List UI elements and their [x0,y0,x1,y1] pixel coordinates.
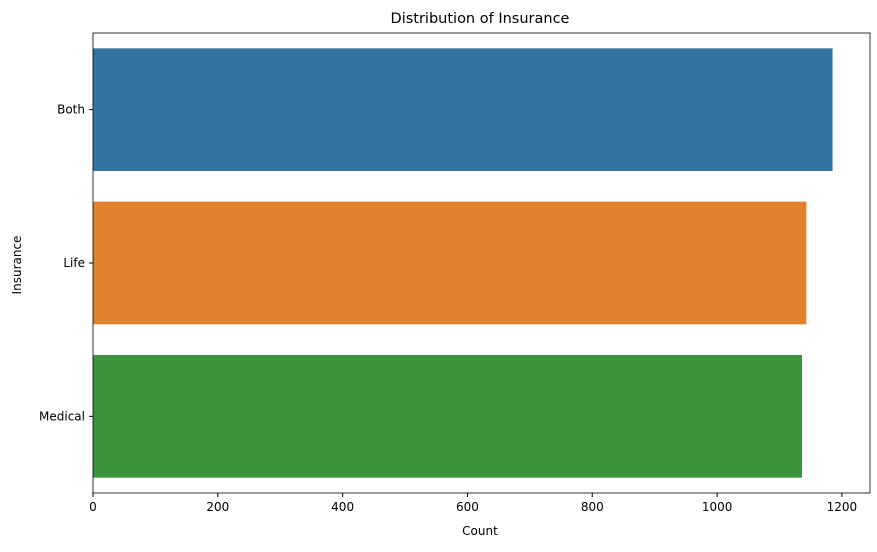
chart-title: Distribution of Insurance [391,11,570,27]
bars-layer [93,48,833,478]
plot-frame [92,32,871,494]
x-tick-label: 400 [331,500,354,514]
x-tick-label: 0 [89,500,97,514]
bar-medical [93,355,802,478]
x-tick-label: 1000 [702,500,733,514]
y-tick-label-both: Both [57,103,85,117]
bar-both [93,48,833,172]
x-tick-label: 1200 [827,500,858,514]
x-tick-label: 800 [581,500,604,514]
x-tick-label: 600 [456,500,479,514]
x-tick-label: 200 [206,500,229,514]
y-tick-label-medical: Medical [39,409,85,423]
bar-life [93,201,807,325]
x-axis-label: Count [462,524,498,538]
y-axis-label: Insurance [10,236,24,295]
y-tick-label-life: Life [63,256,85,270]
axes-layer: Both Life Medical 0 200 400 600 800 1000 1200 [39,32,871,514]
